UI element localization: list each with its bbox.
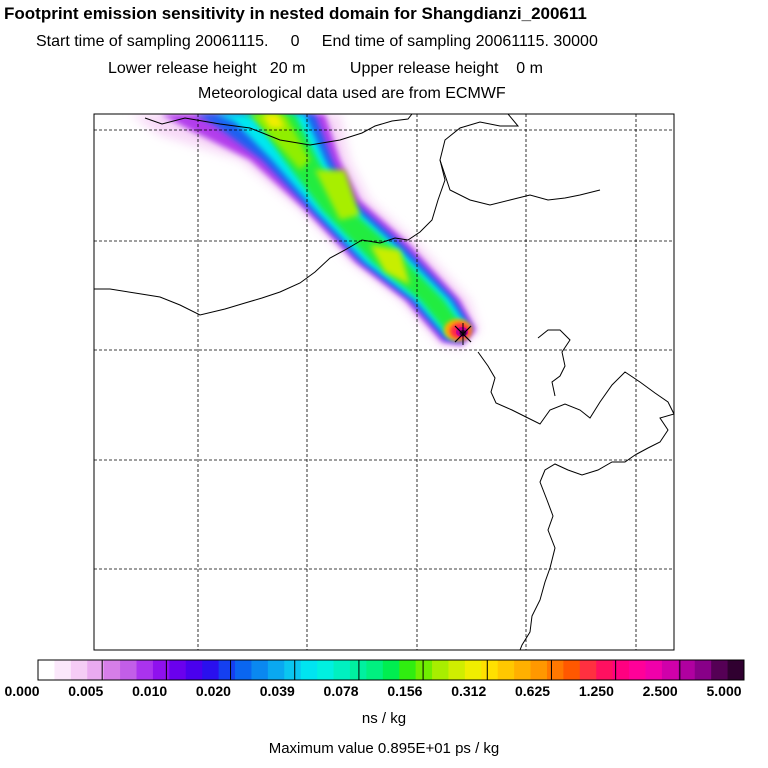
colorbar-label: 0.020 (195, 683, 231, 699)
met-data-source: Meteorological data used are from ECMWF (198, 85, 506, 102)
colorbar-label: 0.005 (68, 683, 104, 699)
colorbar-label: 0.312 (451, 683, 487, 699)
coastline-north (144, 114, 413, 146)
colorbar-label: 0.078 (323, 683, 359, 699)
plume-lime-middle (315, 170, 360, 220)
colorbar-swatch (366, 660, 384, 680)
colorbar-swatch (218, 660, 236, 680)
colorbar-swatch (202, 660, 220, 680)
colorbar-swatch (185, 660, 203, 680)
colorbar-swatch (464, 660, 482, 680)
coastline-bay-west (94, 114, 520, 316)
colorbar-swatch (120, 660, 138, 680)
colorbar (37, 659, 745, 681)
colorbar-swatch (579, 660, 597, 680)
colorbar-swatch (54, 660, 72, 680)
colorbar-swatch (514, 660, 532, 680)
colorbar-swatch (645, 660, 663, 680)
lat-lon-grid (94, 114, 674, 650)
colorbar-swatch (612, 660, 630, 680)
plume-lime-north (250, 114, 310, 170)
colorbar-border (37, 659, 745, 681)
colorbar-swatch (399, 660, 417, 680)
map-frame (93, 113, 675, 651)
colorbar-swatch (136, 660, 154, 680)
colorbar-swatch (481, 660, 499, 680)
colorbar-label: 0.010 (132, 683, 168, 699)
colorbar-swatch (87, 660, 105, 680)
colorbar-swatch (251, 660, 269, 680)
colorbar-swatch (300, 660, 318, 680)
plume-yellow-north (262, 114, 285, 128)
colorbar-swatch (678, 660, 696, 680)
colorbar-swatch (629, 660, 646, 680)
colorbar-swatch (152, 660, 170, 680)
colorbar-swatch (661, 660, 679, 680)
colorbar-swatch (267, 660, 285, 680)
end-time: End time of sampling 20061115. 30000 (321, 33, 598, 50)
colorbar-swatch (317, 660, 335, 680)
colorbar-label: 5.000 (706, 683, 742, 699)
colorbar-swatch (432, 660, 449, 680)
colorbar-label: 2.500 (642, 683, 678, 699)
coastlines (94, 114, 674, 650)
colorbar-label: 0.156 (387, 683, 423, 699)
colorbar-swatch (596, 660, 614, 680)
receptor-marker (454, 323, 472, 345)
colorbar-swatch (38, 660, 55, 680)
plot-title: Footprint emission sensitivity in nested… (4, 4, 587, 23)
colorbar-swatch (333, 660, 351, 680)
units-label: ns / kg (361, 710, 407, 727)
maximum-value: Maximum value 0.895E+01 ps / kg (268, 740, 500, 757)
coastline-peninsula (439, 159, 601, 206)
colorbar-label: 0.039 (259, 683, 295, 699)
colorbar-swatch (169, 660, 187, 680)
colorbar-swatch (70, 660, 88, 680)
colorbar-swatch (284, 660, 302, 680)
colorbar-swatch (727, 660, 745, 680)
lower-release-height: Lower release height 20 m (108, 60, 306, 77)
upper-release-height: Upper release height 0 m (349, 60, 543, 77)
colorbar-swatch (497, 660, 515, 680)
colorbar-swatch (530, 660, 548, 680)
start-time: Start time of sampling 20061115. 0 (36, 33, 300, 50)
colorbar-label: 1.250 (578, 683, 614, 699)
coastline-east (477, 351, 674, 650)
colorbar-swatch (448, 660, 466, 680)
sampling-times: Start time of sampling 20061115. 0 End t… (36, 33, 598, 51)
plume (130, 114, 480, 348)
colorbar-label: 0.625 (515, 683, 551, 699)
colorbar-swatch (546, 660, 564, 680)
colorbar-swatch (694, 660, 712, 680)
colorbar-swatch (563, 660, 581, 680)
colorbar-label: 0.000 (4, 683, 40, 699)
colorbar-swatch (711, 660, 729, 680)
colorbar-swatch (382, 660, 400, 680)
colorbar-swatch (235, 660, 252, 680)
release-heights: Lower release height 20 m Upper release … (108, 60, 543, 78)
coastline-island (537, 329, 571, 397)
plume-yellow-south (370, 245, 410, 285)
colorbar-swatch (415, 660, 433, 680)
colorbar-swatch (103, 660, 121, 680)
